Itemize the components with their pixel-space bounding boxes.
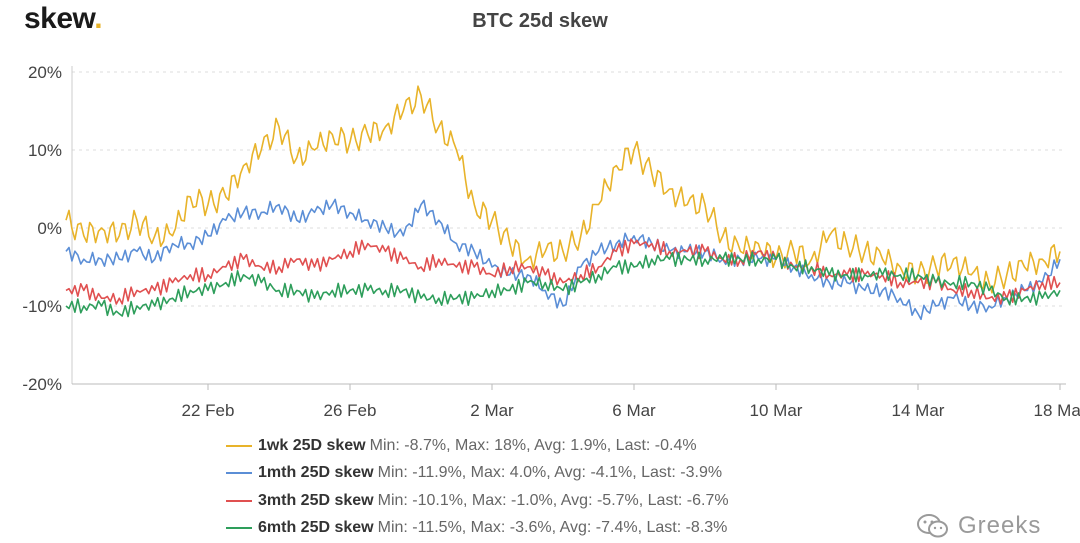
- grid-lines: [72, 71, 1066, 307]
- legend-swatch: [226, 472, 252, 475]
- y-tick-label: 0%: [37, 219, 62, 238]
- legend-series-stats: Min: -11.9%, Max: 4.0%, Avg: -4.1%, Last…: [377, 464, 723, 482]
- logo-dot: .: [94, 2, 103, 35]
- y-tick-label: 20%: [28, 63, 62, 82]
- logo-text: skew: [24, 2, 95, 35]
- legend-item-3mth[interactable]: 3mth 25D skew Min: -10.1%, Max: -1.0%, A…: [226, 487, 729, 515]
- chart-title: BTC 25d skew: [472, 10, 608, 32]
- legend: 1wk 25D skew Min: -8.7%, Max: 18%, Avg: …: [226, 432, 729, 542]
- legend-series-stats: Min: -11.5%, Max: -3.6%, Avg: -7.4%, Las…: [377, 519, 728, 537]
- x-tick-label: 2 Mar: [470, 401, 514, 420]
- x-tick-label: 26 Feb: [324, 401, 377, 420]
- legend-item-1wk[interactable]: 1wk 25D skew Min: -8.7%, Max: 18%, Avg: …: [226, 432, 729, 460]
- watermark-text: Greeks: [958, 512, 1042, 539]
- x-tick-label: 10 Mar: [750, 401, 803, 420]
- series-lines: [65, 85, 1061, 321]
- legend-series-stats: Min: -10.1%, Max: -1.0%, Avg: -5.7%, Las…: [377, 491, 729, 509]
- x-tick-label: 18 Mar: [1034, 401, 1080, 420]
- legend-item-1mth[interactable]: 1mth 25D skew Min: -11.9%, Max: 4.0%, Av…: [226, 460, 729, 488]
- legend-series-name: 3mth 25D skew: [258, 491, 374, 509]
- series-line-3mth: [65, 238, 1061, 305]
- series-line-1wk: [65, 85, 1061, 294]
- legend-series-name: 6mth 25D skew: [258, 519, 374, 537]
- x-tick-label: 6 Mar: [612, 401, 656, 420]
- wechat-icon: [917, 514, 948, 538]
- legend-item-6mth[interactable]: 6mth 25D skew Min: -11.5%, Max: -3.6%, A…: [226, 515, 729, 543]
- y-tick-label: 10%: [28, 141, 62, 160]
- watermark: Greeks: [916, 512, 1041, 540]
- y-axis: 20% 10% 0% -10% -20%: [22, 63, 62, 394]
- skew-logo: skew.: [24, 2, 103, 36]
- legend-series-name: 1wk 25D skew: [258, 436, 366, 454]
- legend-series-stats: Min: -8.7%, Max: 18%, Avg: 1.9%, Last: -…: [369, 436, 697, 454]
- series-line-1mth: [65, 198, 1061, 321]
- legend-swatch: [226, 499, 252, 502]
- y-tick-label: -10%: [22, 297, 62, 316]
- line-chart: 20% 10% 0% -10% -20% 22 Feb 26 Feb 2 Mar 6 Mar 1…: [22, 63, 1080, 420]
- series-line-6mth: [65, 251, 1061, 318]
- y-tick-label: -20%: [22, 375, 62, 394]
- legend-series-name: 1mth 25D skew: [258, 464, 374, 482]
- x-tick-label: 14 Mar: [892, 401, 945, 420]
- x-tick-label: 22 Feb: [182, 401, 235, 420]
- x-axis: 22 Feb 26 Feb 2 Mar 6 Mar 10 Mar 14 Mar 18 Mar: [71, 66, 1080, 420]
- legend-swatch: [226, 527, 252, 530]
- legend-swatch: [226, 444, 252, 447]
